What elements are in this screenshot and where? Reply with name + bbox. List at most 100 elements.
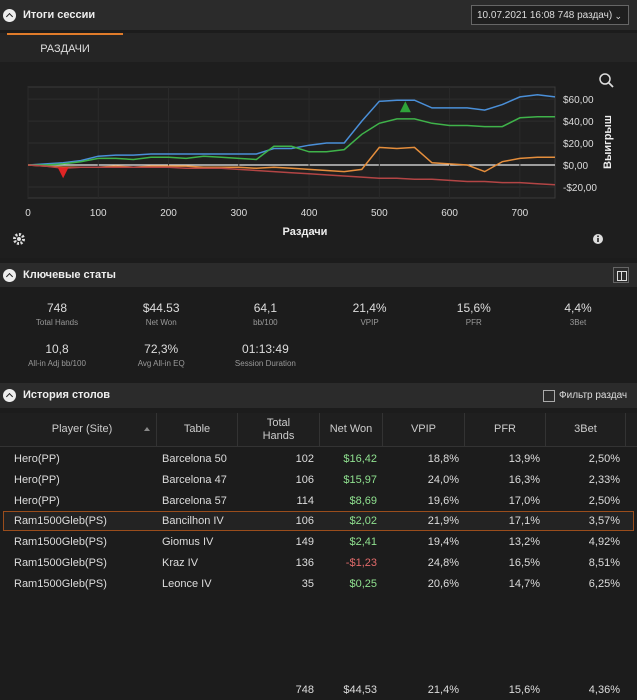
- column-header-text[interactable]: Net Won: [329, 423, 373, 435]
- history-bar: История столов Фильтр раздач: [0, 383, 637, 408]
- table-header: [0, 413, 637, 447]
- stat-value: 748: [46, 301, 68, 315]
- column-header-text[interactable]: Table: [183, 423, 211, 435]
- table-cell: Leonce IV: [162, 577, 212, 590]
- stat-label: VPIP: [360, 318, 379, 327]
- x-tick-label: 100: [90, 208, 107, 219]
- table-cell: Giomus IV: [162, 536, 214, 549]
- tab[interactable]: РАЗДАЧИ: [7, 33, 123, 62]
- y-tick-label: $60,00: [563, 95, 594, 106]
- table-cell: 35: [301, 577, 314, 590]
- chart: Раздачи Выигрыш -$20,00 $0,00 $20,00 $40,00…: [0, 62, 637, 258]
- table-cell: Kraz IV: [162, 557, 199, 569]
- table-cell: 16,5%: [508, 557, 540, 569]
- stat-label: Session Duration: [234, 359, 296, 368]
- table-cell: 19,6%: [427, 494, 459, 507]
- filter-label: Фильтр раздач: [559, 390, 628, 401]
- table-cell: 149: [295, 536, 314, 549]
- stat-value: $44.53: [142, 301, 180, 315]
- collapse-button[interactable]: [3, 9, 16, 22]
- table-cell: 2,50%: [588, 453, 620, 465]
- table-cell: 136: [295, 557, 314, 569]
- session-select-text: 10.07.2021 16:08 748 раздач): [477, 10, 613, 21]
- tab-bar: РАЗДАЧИ: [0, 33, 637, 62]
- table-cell: Hero(PP): [14, 473, 60, 486]
- series-line: [27, 146, 555, 173]
- table-cell: 106: [295, 515, 314, 528]
- layout-button[interactable]: [613, 267, 629, 283]
- table-cell: Ram1500Gleb(PS): [14, 536, 107, 549]
- column-header: Total Hands: [238, 413, 320, 446]
- column-header-text[interactable]: VPIP: [410, 423, 437, 435]
- table-cell: $16,42: [343, 453, 377, 465]
- y-tick-label: $40,00: [563, 117, 594, 128]
- x-tick-label: 600: [441, 208, 458, 219]
- table-cell: Bancilhon IV: [162, 515, 224, 528]
- table-cell: $15,97: [343, 473, 377, 486]
- column-header: Net Won: [320, 413, 383, 446]
- table-cell: 106: [295, 473, 314, 486]
- stat-value: 64,1: [253, 301, 278, 315]
- filter-checkbox[interactable]: [543, 390, 555, 402]
- stat-label: Avg All-in EQ: [137, 359, 185, 368]
- column-header-text[interactable]: 3Bet: [574, 423, 597, 435]
- x-tick-label: 200: [160, 208, 177, 219]
- table-cell: Ram1500Gleb(PS): [14, 577, 107, 590]
- column-header-text[interactable]: PFR: [494, 423, 516, 435]
- series-line: [27, 164, 556, 186]
- table-cell: 14,7%: [508, 577, 540, 590]
- column-header: 3Bet: [546, 413, 626, 446]
- x-tick-label: 400: [301, 208, 318, 219]
- key-stats-bar: Ключевые статы: [0, 263, 637, 287]
- table-cell: 114: [296, 494, 314, 507]
- table-cell: Ram1500Gleb(PS): [14, 515, 107, 528]
- table-cell: Barcelona 47: [162, 473, 227, 486]
- table-cell: 17,0%: [508, 494, 540, 507]
- table-cell: 20,6%: [427, 577, 459, 590]
- stat-value: 01:13:49: [242, 342, 289, 356]
- y-axis-label: Выигрыш: [602, 115, 614, 169]
- table-cell: 17,1%: [508, 515, 540, 528]
- x-axis-label: Раздачи: [283, 226, 328, 238]
- collapse-button[interactable]: [3, 269, 16, 282]
- series-line: [27, 93, 556, 166]
- column-header-text[interactable]: Total Hands: [262, 416, 295, 442]
- table-cell: 13,2%: [508, 536, 540, 549]
- table-cell: Ram1500Gleb(PS): [14, 557, 107, 569]
- table-cell: Hero(PP): [14, 453, 60, 465]
- x-tick-label: 300: [230, 208, 247, 219]
- stat-value: 4,4%: [564, 301, 592, 315]
- y-tick-label: -$20,00: [563, 183, 597, 194]
- total-cell: 21,4%: [427, 684, 459, 696]
- collapse-button[interactable]: [3, 389, 16, 402]
- stat-label: All-in Adj bb/100: [28, 359, 86, 368]
- zoom-icon[interactable]: [599, 73, 614, 88]
- table-cell: 4,92%: [588, 536, 620, 549]
- extreme-marker: [57, 167, 69, 179]
- table-cell: 8,51%: [588, 557, 620, 569]
- table-cell: Barcelona 57: [162, 494, 227, 507]
- info-icon[interactable]: [593, 234, 603, 244]
- history-title: История столов: [23, 389, 111, 401]
- x-tick-label: 0: [25, 208, 31, 219]
- table-cell: 3,57%: [588, 515, 620, 528]
- total-cell: $44,53: [343, 684, 377, 696]
- column-header-text[interactable]: Player (Site): [51, 423, 113, 435]
- total-cell: 4,36%: [588, 684, 620, 696]
- stat-value: 21,4%: [352, 301, 387, 315]
- settings-icon[interactable]: [13, 233, 25, 245]
- y-tick-label: $0,00: [563, 161, 588, 172]
- column-header: Table: [157, 413, 238, 446]
- table-cell: $2,02: [349, 515, 377, 528]
- stat-label: 3Bet: [569, 318, 587, 327]
- extreme-marker: [399, 101, 411, 113]
- header-title: Итоги сессии: [23, 9, 96, 21]
- table-cell: 24,8%: [427, 557, 459, 569]
- column-header: Player (Site): [8, 413, 157, 446]
- session-select[interactable]: 10.07.2021 16:08 748 раздач) ⌄: [471, 5, 629, 25]
- table-cell: $2,41: [349, 536, 377, 549]
- stat-label: Net Won: [145, 318, 177, 327]
- stat-value: 72,3%: [144, 342, 179, 356]
- table-row[interactable]: [3, 511, 634, 532]
